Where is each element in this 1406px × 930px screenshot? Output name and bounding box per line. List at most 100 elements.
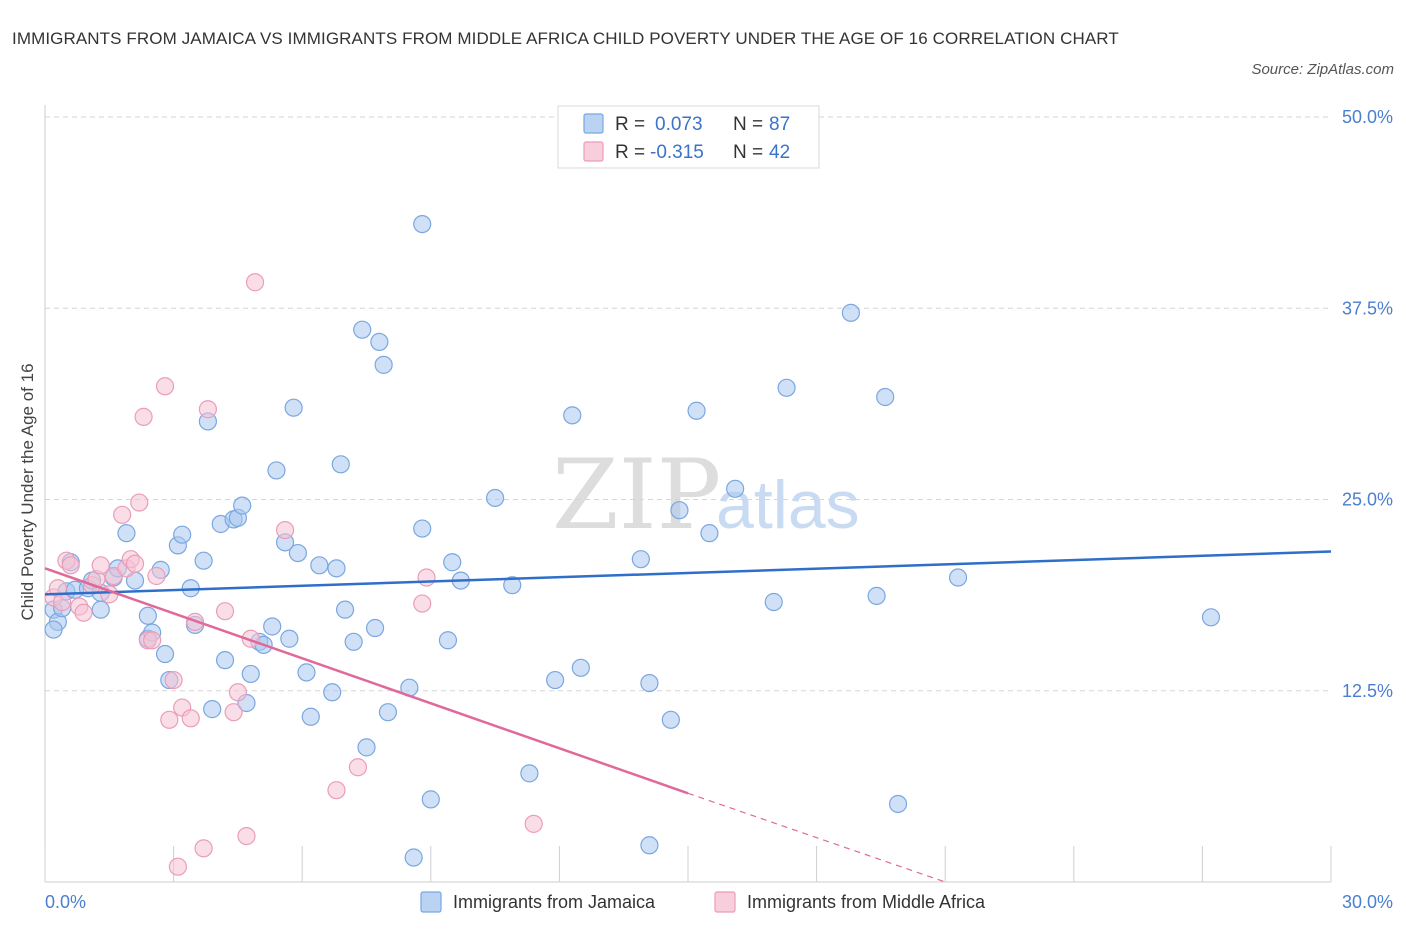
axes: [44, 105, 1332, 883]
point-jamaica-29: [215, 651, 235, 670]
point-middle-africa-29: [198, 400, 217, 419]
point-jamaica-67: [520, 764, 539, 783]
point-jamaica-16: [138, 606, 157, 625]
series-legend-label-middle-africa: Immigrants from Middle Africa: [747, 892, 986, 912]
point-jamaica-66: [503, 576, 522, 595]
point-jamaica-63: [443, 553, 462, 572]
point-jamaica-55: [374, 355, 393, 374]
point-jamaica-84: [888, 794, 908, 814]
point-jamaica-70: [571, 658, 590, 677]
point-jamaica-22: [173, 525, 192, 544]
point-jamaica-71: [631, 550, 650, 569]
point-middle-africa-12: [113, 505, 132, 524]
point-middle-africa-17: [134, 407, 153, 426]
points-middle-africa: [44, 273, 543, 876]
point-jamaica-79: [764, 592, 783, 612]
point-middle-africa-40: [417, 568, 436, 587]
point-jamaica-56: [378, 703, 398, 722]
watermark-zip: ZIP: [552, 439, 721, 551]
point-jamaica-44: [301, 707, 320, 726]
point-jamaica-25: [194, 551, 213, 570]
point-middle-africa-37: [327, 781, 346, 800]
point-middle-africa-22: [160, 710, 179, 729]
point-jamaica-54: [370, 332, 389, 352]
chart-title: IMMIGRANTS FROM JAMAICA VS IMMIGRANTS FR…: [12, 29, 1119, 48]
watermark: ZIP atlas: [552, 439, 860, 551]
point-middle-africa-15: [125, 554, 145, 573]
point-middle-africa-19: [143, 631, 162, 650]
point-jamaica-47: [327, 559, 346, 578]
point-jamaica-51: [353, 320, 372, 339]
point-middle-africa-28: [194, 839, 213, 858]
x-tick-labels: 0.0% 30.0%: [45, 892, 1393, 912]
point-jamaica-48: [331, 455, 350, 474]
legend-r-value-jamaica: 0.073: [655, 114, 703, 135]
legend-r-value-middle-africa: -0.315: [650, 142, 704, 163]
point-middle-africa-35: [245, 273, 265, 292]
series-legend: Immigrants from Jamaica Immigrants from …: [420, 891, 986, 913]
trend-line-middle-africa-extension: [687, 792, 946, 883]
point-jamaica-10: [91, 600, 110, 619]
legend-n-label-middle-africa: N =: [733, 142, 763, 163]
point-jamaica-83: [876, 387, 895, 407]
point-jamaica-75: [670, 501, 689, 520]
point-jamaica-37: [263, 617, 282, 636]
point-middle-africa-21: [155, 377, 175, 396]
point-jamaica-82: [867, 586, 886, 605]
point-jamaica-81: [841, 303, 860, 322]
point-middle-africa-2: [53, 592, 72, 612]
point-jamaica-50: [344, 632, 363, 651]
point-middle-africa-4: [61, 556, 80, 575]
point-jamaica-52: [357, 738, 376, 757]
point-jamaica-40: [280, 629, 299, 648]
point-middle-africa-31: [224, 703, 243, 722]
point-jamaica-49: [335, 600, 355, 619]
legend-n-value-jamaica: 87: [769, 114, 790, 135]
chart-source: Source: ZipAtlas.com: [1251, 61, 1394, 78]
point-jamaica-32: [233, 496, 252, 515]
point-jamaica-45: [310, 556, 329, 575]
point-jamaica-60: [413, 215, 432, 234]
y-tick-label-1: 25.0%: [1342, 490, 1393, 510]
y-tick-label-0: 12.5%: [1342, 681, 1393, 701]
legend-swatch-middle-africa: [583, 141, 604, 162]
point-middle-africa-24: [168, 857, 187, 876]
point-jamaica-80: [777, 378, 796, 397]
point-jamaica-76: [687, 401, 706, 420]
point-jamaica-61: [421, 790, 440, 809]
point-jamaica-46: [323, 683, 342, 702]
legend-n-value-middle-africa: 42: [769, 142, 790, 163]
point-jamaica-77: [700, 524, 719, 543]
point-jamaica-86: [1201, 608, 1221, 627]
point-middle-africa-33: [237, 826, 256, 846]
legend-r-label-jamaica: R =: [615, 114, 645, 135]
point-jamaica-38: [267, 461, 286, 480]
trend-lines: [44, 550, 1332, 883]
series-legend-swatch-middle-africa: [714, 891, 736, 913]
trend-line-middle-africa: [44, 567, 689, 795]
y-tick-label-3: 50.0%: [1342, 107, 1393, 127]
point-jamaica-72: [640, 836, 659, 855]
y-axis-label: Child Poverty Under the Age of 16: [18, 363, 37, 620]
point-jamaica-85: [948, 568, 968, 587]
series-legend-swatch-jamaica: [420, 891, 442, 913]
point-middle-africa-23: [164, 670, 183, 690]
watermark-atlas: atlas: [716, 467, 860, 543]
point-jamaica-58: [404, 848, 423, 867]
grid: [45, 116, 1331, 692]
point-middle-africa-26: [181, 709, 200, 728]
point-jamaica-73: [640, 673, 659, 693]
point-jamaica-42: [288, 543, 308, 563]
point-jamaica-68: [546, 670, 565, 690]
point-middle-africa-41: [524, 814, 543, 833]
point-jamaica-43: [297, 663, 316, 682]
legend-n-label-jamaica: N =: [733, 114, 763, 135]
point-middle-africa-20: [147, 566, 166, 586]
x-tick-label-1: 30.0%: [1342, 892, 1393, 912]
point-middle-africa-32: [228, 683, 247, 702]
point-jamaica-59: [413, 519, 432, 538]
point-middle-africa-6: [74, 603, 93, 622]
series-legend-label-jamaica: Immigrants from Jamaica: [453, 892, 656, 912]
point-jamaica-69: [563, 406, 582, 425]
